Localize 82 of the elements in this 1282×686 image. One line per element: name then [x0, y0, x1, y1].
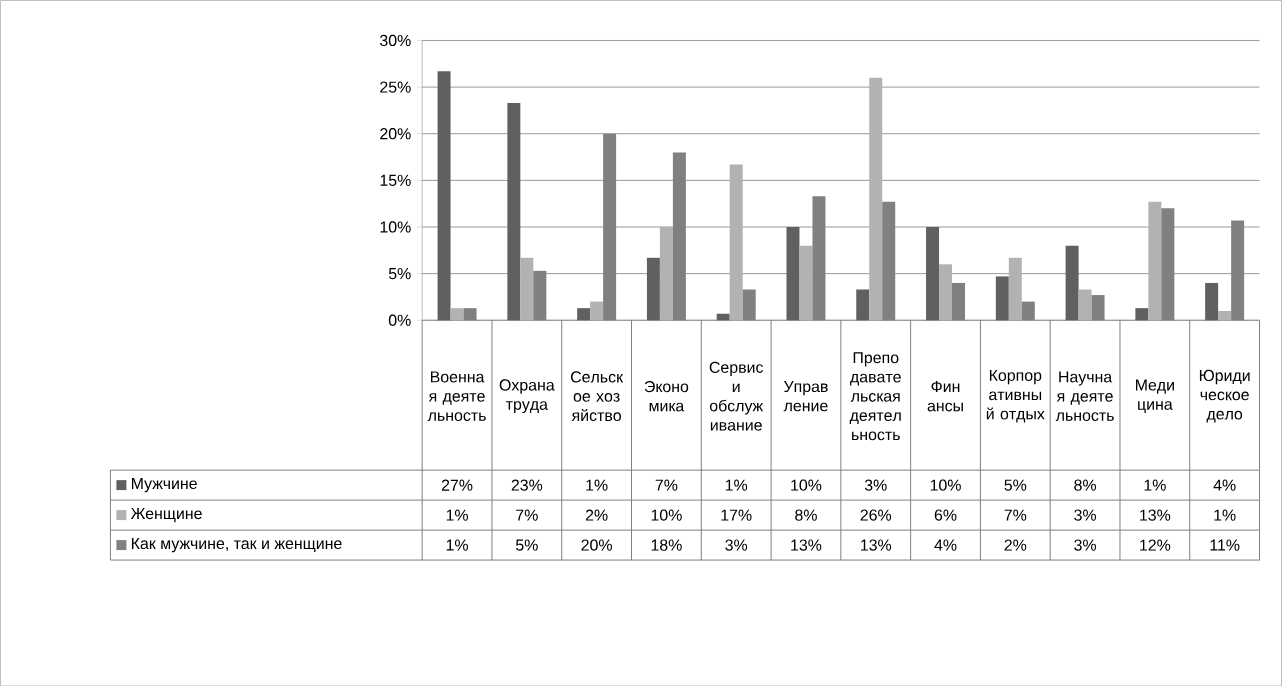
data-label: 1%: [725, 479, 748, 491]
data-label: 4%: [934, 539, 957, 551]
data-label: 13%: [791, 539, 822, 551]
data-label: 1%: [586, 479, 608, 491]
data-label: 13%: [1140, 509, 1171, 521]
bar: [856, 289, 870, 321]
data-label: 1%: [1214, 509, 1236, 521]
data-label: 17%: [721, 509, 752, 521]
x-tick-label: Юридическое дело: [1199, 369, 1250, 423]
data-label: 8%: [795, 509, 817, 521]
data-label: 10%: [651, 509, 682, 521]
data-label: 6%: [934, 509, 957, 521]
x-tick-label: Преподавательская деятельность: [849, 351, 901, 440]
bar: [590, 301, 604, 321]
data-label: 1%: [446, 539, 468, 551]
bar: [577, 307, 591, 321]
bar: [1065, 245, 1079, 321]
bar: [786, 226, 800, 321]
data-label: 5%: [515, 539, 538, 551]
data-label: 26%: [860, 509, 892, 521]
data-label: 3%: [1074, 539, 1097, 551]
bar: [1008, 257, 1022, 321]
x-tick-label: Корпоративный отдых: [986, 369, 1045, 423]
data-label: 3%: [1074, 509, 1097, 521]
x-tick-label: Сервис и обслуживание: [709, 361, 764, 431]
x-tick-label: Медицина: [1136, 379, 1174, 413]
bar: [450, 307, 464, 321]
data-label: 27%: [441, 479, 473, 491]
bar: [926, 226, 940, 321]
bar: [799, 245, 813, 321]
data-label: 3%: [864, 479, 887, 491]
y-tick-label: 25%: [380, 81, 411, 93]
y-tick-label: 30%: [379, 34, 411, 46]
data-label: 18%: [651, 539, 682, 551]
x-tick-label: Сельское хозяйство: [570, 371, 624, 421]
bar: [1135, 307, 1149, 321]
bar: [646, 257, 660, 321]
y-tick-label: 5%: [388, 267, 411, 279]
data-label: 4%: [1213, 479, 1236, 491]
x-tick-label: Научная деятельность: [1055, 371, 1114, 421]
data-label: 2%: [1004, 539, 1027, 551]
x-tick-label: Управление: [783, 380, 828, 412]
bar: [520, 257, 534, 321]
bar: [507, 102, 521, 321]
y-tick-label: 20%: [380, 127, 411, 140]
x-tick-label: Финансы: [927, 380, 963, 412]
data-label: 13%: [861, 539, 892, 551]
data-label: 23%: [511, 479, 543, 491]
data-label: 2%: [585, 509, 608, 521]
data-label: 10%: [930, 479, 961, 491]
legend-label: Как мужчине, так и женщине: [131, 537, 342, 552]
y-tick-label: 0%: [388, 314, 411, 326]
data-label: 3%: [725, 539, 748, 551]
bar: [659, 226, 673, 321]
data-label: 7%: [516, 509, 538, 521]
bar: [1205, 282, 1219, 321]
x-tick-label: Экономика: [644, 380, 689, 412]
data-label: 10%: [791, 479, 822, 491]
data-label: 20%: [581, 539, 612, 551]
data-label: 12%: [1140, 539, 1171, 551]
bar: [1148, 201, 1162, 321]
data-label: 7%: [655, 479, 678, 491]
bar: [995, 276, 1009, 321]
bar: [716, 313, 730, 321]
data-label: 11%: [1210, 539, 1240, 551]
bar: [869, 77, 883, 321]
data-label: 1%: [446, 509, 468, 521]
bar: [939, 264, 953, 321]
data-label: 1%: [1144, 479, 1166, 491]
bar: [1218, 310, 1232, 321]
bar: [1078, 289, 1092, 321]
y-tick-label: 15%: [380, 174, 411, 186]
data-label: 8%: [1074, 479, 1097, 491]
bar: [729, 164, 743, 321]
x-tick-label: Охрана труда: [499, 379, 555, 413]
x-tick-label: Военная деятельность: [427, 371, 486, 421]
legend-label: Женщине: [130, 507, 202, 522]
y-tick-label: 10%: [380, 221, 411, 233]
data-label: 7%: [1004, 509, 1027, 521]
legend-label: Мужчине: [131, 477, 197, 493]
data-label: 5%: [1004, 479, 1027, 491]
bar: [437, 71, 451, 321]
